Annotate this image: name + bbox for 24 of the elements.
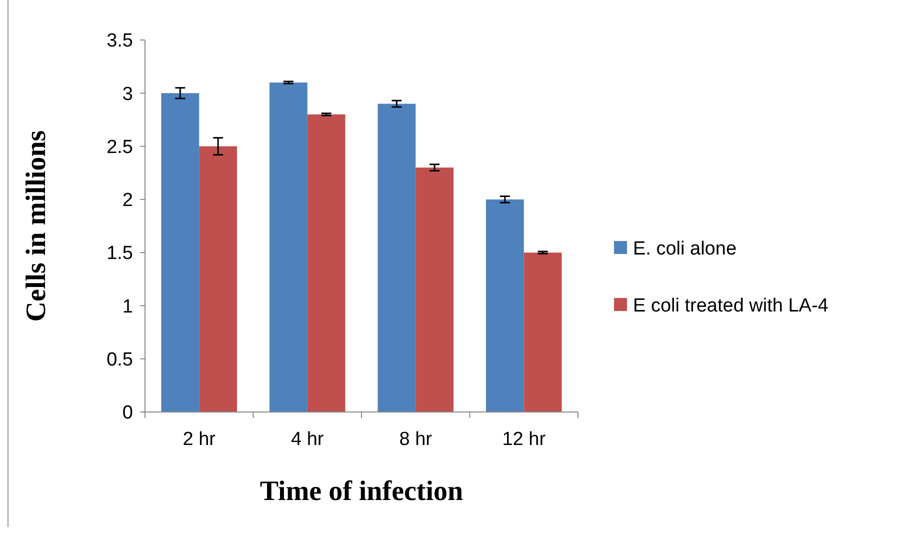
y-tick-label: 1	[122, 296, 133, 318]
bar	[199, 146, 238, 412]
y-tick-label: 0	[122, 402, 133, 424]
y-tick-label: 0.5	[106, 350, 133, 371]
bar	[378, 104, 416, 412]
y-tick-label: 3.5	[106, 30, 133, 52]
x-tick-label: 8 hr	[399, 429, 433, 450]
bar	[416, 168, 454, 412]
y-axis-title: Cells in millions	[21, 130, 52, 322]
bar	[486, 199, 524, 412]
y-tick-label: 2.5	[106, 136, 133, 158]
x-tick-label: 12 hr	[502, 429, 546, 450]
legend-label: E. coli alone	[633, 238, 737, 260]
x-tick-label: 4 hr	[291, 429, 324, 450]
legend-label: E coli treated with LA-4	[633, 296, 829, 317]
x-tick-label: 2 hr	[182, 429, 216, 450]
y-tick-label: 1.5	[106, 243, 133, 264]
bar	[307, 114, 346, 412]
bar	[269, 82, 308, 412]
bar	[161, 93, 200, 412]
bar	[524, 252, 562, 412]
y-tick-label: 3	[122, 84, 133, 105]
y-tick-label: 2	[122, 190, 133, 212]
x-axis-title: Time of infection	[260, 476, 464, 507]
